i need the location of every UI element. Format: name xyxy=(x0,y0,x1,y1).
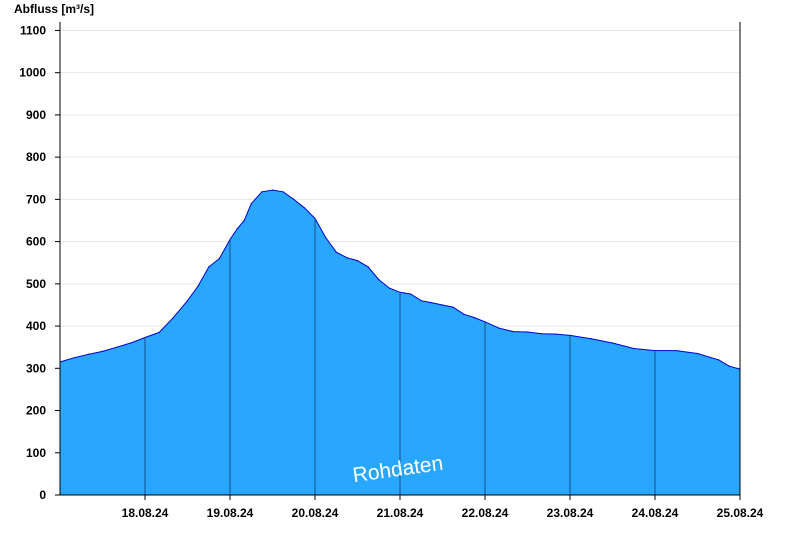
data-point xyxy=(282,191,284,193)
y-axis-title: Abfluss [m³/s] xyxy=(14,2,94,16)
data-point xyxy=(87,353,89,355)
data-point xyxy=(335,251,337,253)
y-tick-label: 1100 xyxy=(20,23,46,37)
data-point xyxy=(243,219,245,222)
y-tick-label: 800 xyxy=(26,150,46,164)
x-tick-label: 25.08.24 xyxy=(717,506,764,520)
data-point xyxy=(261,191,263,193)
data-point xyxy=(303,207,305,209)
data-point xyxy=(590,338,592,340)
data-point xyxy=(633,347,635,350)
data-point xyxy=(130,342,132,344)
data-point xyxy=(541,333,543,335)
x-tick-label: 18.08.24 xyxy=(122,506,169,520)
x-tick-label: 24.08.24 xyxy=(632,506,679,520)
x-tick-label: 22.08.24 xyxy=(462,506,509,520)
data-point xyxy=(293,198,295,200)
data-point xyxy=(325,236,327,238)
y-tick-label: 300 xyxy=(26,361,46,375)
x-tick-label: 23.08.24 xyxy=(547,506,594,520)
data-point xyxy=(346,257,348,259)
data-point xyxy=(473,317,475,319)
y-tick-label: 500 xyxy=(26,277,46,291)
data-point xyxy=(367,266,369,268)
x-tick-label: 19.08.24 xyxy=(207,506,254,520)
data-point xyxy=(555,333,557,335)
data-point xyxy=(431,302,433,304)
data-point xyxy=(526,331,529,333)
y-tick-label: 200 xyxy=(26,404,46,418)
data-point xyxy=(463,313,465,315)
x-tick-label: 20.08.24 xyxy=(292,506,339,520)
y-tick-label: 700 xyxy=(26,192,46,206)
y-tick-label: 900 xyxy=(26,108,46,122)
data-point xyxy=(388,287,390,289)
data-point xyxy=(728,365,731,367)
data-point xyxy=(172,317,174,319)
data-point xyxy=(271,189,274,191)
y-axis-ticks: 0 100 200 300 400 500 600 700 800 900 1000 1100 xyxy=(19,23,60,502)
data-point xyxy=(512,331,514,333)
series-line xyxy=(59,189,741,370)
data-point xyxy=(378,279,380,281)
data-point xyxy=(208,266,210,268)
data-point xyxy=(718,359,720,361)
data-point xyxy=(420,300,422,302)
data-point xyxy=(441,304,444,306)
data-point xyxy=(356,260,359,262)
data-point xyxy=(611,342,614,344)
data-point xyxy=(73,357,75,359)
data-point xyxy=(218,257,220,260)
data-point xyxy=(675,350,677,352)
data-point xyxy=(696,352,699,355)
data-point xyxy=(197,285,199,287)
y-tick-label: 100 xyxy=(26,446,46,460)
data-point xyxy=(116,346,118,348)
data-point xyxy=(250,203,252,205)
data-point xyxy=(410,293,412,295)
data-point xyxy=(101,350,104,352)
y-tick-label: 400 xyxy=(26,319,46,333)
data-point xyxy=(236,228,238,230)
data-point xyxy=(186,300,189,302)
x-axis-ticks: 18.08.24 19.08.24 20.08.24 21.08.24 22.08.24… xyxy=(122,495,764,520)
y-tick-label: 1000 xyxy=(19,66,46,80)
day-separators xyxy=(144,218,656,495)
x-tick-label: 21.08.24 xyxy=(377,506,424,520)
data-point xyxy=(498,327,500,329)
data-point xyxy=(452,306,454,308)
y-tick-label: 600 xyxy=(26,235,46,249)
data-point xyxy=(158,331,160,333)
y-tick-label: 0 xyxy=(39,488,46,502)
